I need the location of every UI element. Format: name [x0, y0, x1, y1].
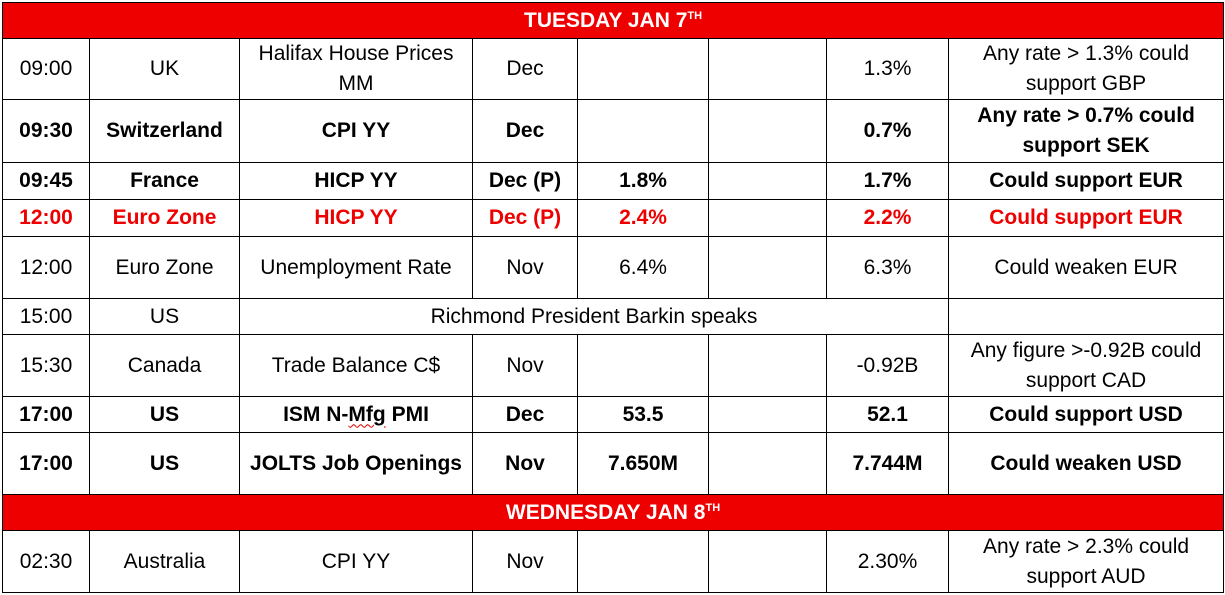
time-cell: 15:00	[2, 298, 90, 335]
country-cell: US	[89, 298, 240, 335]
previous-cell: -0.92B	[826, 334, 949, 397]
period-cell: Nov	[472, 334, 578, 397]
spellcheck-marked-word: Mfg	[348, 402, 386, 426]
forecast-cell: 1.8%	[577, 162, 709, 200]
previous-cell: 1.3%	[826, 38, 949, 100]
country-cell: Canada	[89, 334, 240, 397]
table-row: 09:45 France HICP YY Dec (P) 1.8% 1.7% C…	[2, 162, 1225, 200]
period-cell: Dec	[472, 38, 578, 100]
event-cell: Richmond President Barkin speaks	[239, 298, 949, 335]
time-cell: 15:30	[2, 334, 90, 397]
event-cell: ISM N-Mfg PMI	[239, 396, 473, 433]
forecast-cell	[577, 99, 709, 163]
note-cell: Any rate > 0.7% could support SEK	[947, 99, 1225, 163]
event-cell: HICP YY	[239, 199, 473, 237]
previous-cell: 2.30%	[826, 530, 949, 593]
day-header: WEDNESDAY JAN 8TH	[1, 494, 1225, 531]
actual-cell	[708, 162, 827, 200]
period-cell: Nov	[472, 530, 578, 593]
country-cell: Switzerland	[89, 99, 240, 163]
note-cell: Could support EUR	[947, 162, 1225, 200]
event-cell: JOLTS Job Openings	[239, 432, 473, 495]
table-row: 02:30 Australia CPI YY Nov 2.30% Any rat…	[2, 530, 1225, 593]
day-header-suffix: TH	[705, 502, 721, 514]
note-cell: Any rate > 2.3% could support AUD	[947, 530, 1225, 593]
period-cell: Dec	[472, 99, 578, 163]
forecast-cell	[577, 530, 709, 593]
time-cell: 02:30	[2, 530, 90, 593]
forecast-cell: 2.4%	[577, 199, 709, 237]
event-cell: CPI YY	[239, 530, 473, 593]
country-cell: Euro Zone	[89, 236, 240, 299]
event-cell: Unemployment Rate	[239, 236, 473, 299]
previous-cell: 6.3%	[826, 236, 949, 299]
previous-cell: 1.7%	[826, 162, 949, 200]
table-row: 09:30 Switzerland CPI YY Dec 0.7% Any ra…	[2, 99, 1225, 163]
forecast-cell: 53.5	[577, 396, 709, 433]
forecast-cell: 7.650M	[577, 432, 709, 495]
actual-cell	[708, 396, 827, 433]
note-cell: Any figure >-0.92B could support CAD	[947, 334, 1225, 397]
day-header: TUESDAY JAN 7TH	[1, 2, 1225, 39]
note-cell	[947, 298, 1225, 335]
day-header-label: WEDNESDAY JAN 8	[505, 501, 706, 524]
day-header-label: TUESDAY JAN 7	[524, 9, 688, 32]
country-cell: Australia	[89, 530, 240, 593]
country-cell: US	[89, 432, 240, 495]
actual-cell	[708, 432, 827, 495]
actual-cell	[708, 38, 827, 100]
forecast-cell	[577, 334, 709, 397]
time-cell: 17:00	[2, 396, 90, 433]
actual-cell	[708, 99, 827, 163]
event-cell: Halifax House Prices MM	[239, 38, 473, 100]
day-header-row: WEDNESDAY JAN 8TH	[1, 494, 1225, 531]
time-cell: 12:00	[2, 199, 90, 237]
event-text-end: PMI	[385, 402, 429, 426]
forecast-cell: 6.4%	[577, 236, 709, 299]
forecast-cell	[577, 38, 709, 100]
table-row: 15:30 Canada Trade Balance C$ Nov -0.92B…	[2, 334, 1225, 397]
previous-cell: 52.1	[826, 396, 949, 433]
previous-cell: 0.7%	[826, 99, 949, 163]
time-cell: 12:00	[2, 236, 90, 299]
actual-cell	[708, 530, 827, 593]
day-header-row: TUESDAY JAN 7TH	[1, 2, 1225, 39]
note-cell: Any rate > 1.3% could support GBP	[947, 38, 1225, 100]
time-cell: 09:45	[2, 162, 90, 200]
day-header-suffix: TH	[687, 10, 703, 22]
event-cell: HICP YY	[239, 162, 473, 200]
note-cell: Could support USD	[947, 396, 1225, 433]
time-cell: 09:00	[2, 38, 90, 100]
table-row: 17:00 US JOLTS Job Openings Nov 7.650M 7…	[2, 432, 1225, 495]
previous-cell: 7.744M	[826, 432, 949, 495]
table-row: 12:00 Euro Zone Unemployment Rate Nov 6.…	[2, 236, 1225, 299]
note-cell: Could weaken EUR	[947, 236, 1225, 299]
country-cell: Euro Zone	[89, 199, 240, 237]
country-cell: France	[89, 162, 240, 200]
event-cell: CPI YY	[239, 99, 473, 163]
period-cell: Dec (P)	[472, 199, 578, 237]
country-cell: UK	[89, 38, 240, 100]
period-cell: Dec (P)	[472, 162, 578, 200]
actual-cell	[708, 236, 827, 299]
table-row: 15:00 US Richmond President Barkin speak…	[2, 298, 1225, 335]
table-row: 12:00 Euro Zone HICP YY Dec (P) 2.4% 2.2…	[2, 199, 1225, 237]
country-cell: US	[89, 396, 240, 433]
event-text-start: ISM N-	[283, 402, 349, 426]
time-cell: 09:30	[2, 99, 90, 163]
note-cell: Could support EUR	[947, 199, 1225, 237]
table-row: 09:00 UK Halifax House Prices MM Dec 1.3…	[2, 38, 1225, 100]
table-row: 17:00 US ISM N-Mfg PMI Dec 53.5 52.1 Cou…	[2, 396, 1225, 433]
previous-cell: 2.2%	[826, 199, 949, 237]
period-cell: Dec	[472, 396, 578, 433]
note-cell: Could weaken USD	[947, 432, 1225, 495]
period-cell: Nov	[472, 236, 578, 299]
actual-cell	[708, 199, 827, 237]
actual-cell	[708, 334, 827, 397]
period-cell: Nov	[472, 432, 578, 495]
event-cell: Trade Balance C$	[239, 334, 473, 397]
time-cell: 17:00	[2, 432, 90, 495]
